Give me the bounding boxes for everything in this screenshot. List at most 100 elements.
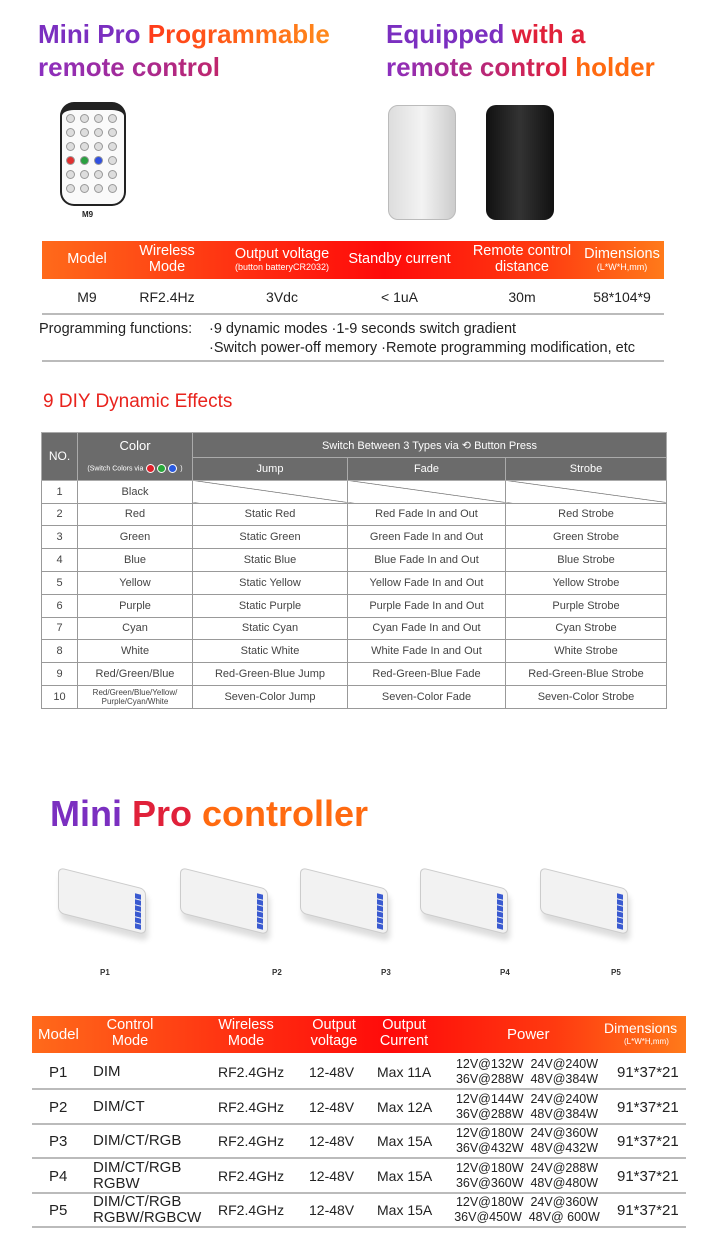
header-label: Wireless Mode — [139, 243, 195, 275]
row-fade: Purple Fade In and Out — [347, 593, 506, 618]
remote-spec-value: < 1uA — [381, 289, 418, 306]
cell-control: DIM — [93, 1063, 121, 1080]
effects-title: 9 DIY Dynamic Effects — [43, 391, 233, 412]
row-divider — [32, 1088, 686, 1090]
power-line: 36V@288W 48V@384W — [455, 1072, 599, 1086]
title-remote-control-2: remote control — [386, 52, 569, 82]
remote-button-icon — [108, 114, 117, 123]
controller-label: P1 — [100, 968, 110, 977]
row-strobe — [505, 479, 667, 504]
terminal-icon — [135, 923, 141, 930]
header-label: Output voltage — [234, 246, 330, 263]
header-label: Model — [67, 251, 107, 268]
controller-image — [540, 867, 628, 935]
power-line: 12V@180W 24V@360W — [455, 1126, 599, 1140]
color-sub-end: ) — [180, 465, 183, 473]
remote-image — [60, 102, 126, 206]
row-strobe: Purple Strobe — [505, 593, 667, 618]
row-strobe: Green Strobe — [505, 525, 667, 550]
header-color: Color — [77, 432, 193, 458]
hdr-dim-sub: (L*W*H,mm) — [624, 1037, 669, 1046]
row-color: Yellow — [77, 570, 193, 595]
cell-dim: 91*37*21 — [617, 1202, 679, 1219]
title-mini-pro: Mini Pro — [38, 19, 141, 49]
controller-label: P2 — [272, 968, 282, 977]
title-controller: controller — [202, 793, 369, 834]
remote-spec-value: M9 — [77, 289, 97, 306]
remote-button-icon — [94, 128, 103, 137]
controller-row: P4 DIM/CT/RGB RGBW RF2.4GHz 12-48V Max 15A 12… — [32, 1159, 686, 1194]
remote-spec-header-cell: Wireless Mode — [122, 241, 212, 279]
row-strobe: Red-Green-Blue Strobe — [505, 662, 667, 686]
row-jump — [192, 479, 348, 504]
row-fade — [347, 479, 506, 504]
remote-spec-header-cell: Remote control distance — [462, 241, 582, 279]
power-line: 36V@288W 48V@384W — [455, 1106, 599, 1121]
remote-button-icon — [94, 142, 103, 151]
cell-control: DIM/CT/RGB RGBW/RGBCW — [93, 1193, 202, 1226]
header-label: Dimensions — [584, 246, 660, 263]
controller-image — [420, 867, 508, 935]
effects-row: 5 Yellow Static Yellow Yellow Fade In and O… — [41, 570, 667, 595]
row-fade: Green Fade In and Out — [347, 525, 506, 550]
controller-spec-header: Model Control Mode Wireless Mode Output … — [32, 1016, 686, 1053]
remote-spec-header-cell: Dimensions (L*W*H,mm) — [577, 241, 667, 279]
terminal-icon — [257, 923, 263, 930]
row-fade: Red-Green-Blue Fade — [347, 662, 506, 686]
remote-button-icon — [80, 114, 89, 123]
title-holder: holder — [575, 52, 655, 82]
header-sublabel: (button batteryCR2032) — [234, 262, 330, 273]
row-color: Purple — [77, 593, 193, 618]
remote-button-icon — [108, 142, 117, 151]
cell-wireless: RF2.4GHz — [218, 1098, 285, 1115]
cell-dim: 91*37*21 — [617, 1167, 679, 1185]
row-fade: Seven-Color Fade — [347, 684, 506, 709]
remote-button-icon — [80, 128, 89, 137]
effects-row: 7 Cyan Static Cyan Cyan Fade In and Out Cyan… — [41, 616, 667, 641]
cell-wireless: RF2.4GHz — [218, 1202, 285, 1218]
cell-power: 12V@180W 24V@360W 36V@432W 48V@432W — [452, 1126, 602, 1156]
header-switch: Switch Between 3 Types via ⟲ Button Pres… — [192, 432, 667, 458]
power-line: 12V@144W 24V@240W — [455, 1091, 599, 1106]
power-line: 12V@132W 24V@240W — [455, 1057, 599, 1071]
cell-voltage: 12-48V — [309, 1098, 355, 1115]
red-button-icon — [146, 464, 156, 474]
title-with-a: with a — [511, 19, 586, 49]
controller-title: Mini Pro controller — [50, 793, 368, 835]
header-switch-text: Switch Between 3 Types via — [321, 439, 459, 452]
remote-button-icon — [66, 170, 75, 179]
cell-power: 12V@180W 24V@288W 36V@360W 48V@480W — [452, 1161, 602, 1191]
row-fade: Blue Fade In and Out — [347, 548, 506, 572]
remote-button-icon — [94, 156, 103, 165]
programming-label: Programming functions: — [39, 321, 193, 337]
title-remote-control: remote control — [38, 51, 330, 84]
remote-spec-value: 58*104*9 — [593, 289, 651, 306]
remote-spec-header-cell: Model — [42, 241, 132, 279]
row-divider — [32, 1191, 686, 1194]
row-color: Red/Green/Blue/Yellow/ Purple/Cyan/White — [77, 684, 193, 709]
row-color: Black — [77, 479, 193, 504]
cell-power: 12V@132W 24V@240W 36V@288W 48V@384W — [452, 1057, 602, 1087]
row-color: White — [77, 639, 193, 664]
hdr-dim: Dimensions — [604, 1020, 678, 1036]
row-jump: Static White — [192, 639, 348, 664]
effects-row: 10 Red/Green/Blue/Yellow/ Purple/Cyan/Whi… — [41, 684, 667, 709]
cell-model: P4 — [49, 1167, 68, 1185]
cell-dim: 91*37*21 — [617, 1064, 679, 1081]
controller-row: P3 DIM/CT/RGB RF2.4GHz 12-48V Max 15A 12V@180… — [32, 1124, 686, 1159]
header-no: NO. — [41, 432, 78, 481]
remote-button-icon — [66, 184, 75, 193]
row-fade: Yellow Fade In and Out — [347, 570, 506, 595]
remote-spec-value: 30m — [508, 289, 536, 306]
white-holder-image — [388, 105, 456, 220]
row-no: 5 — [41, 570, 78, 595]
row-jump: Static Yellow — [192, 570, 348, 595]
effects-table: NO. Color Switch Between 3 Types via ⟲ B… — [41, 432, 667, 709]
row-strobe: White Strobe — [505, 639, 667, 664]
title-mini: Mini — [50, 793, 122, 834]
remote-button-icon — [80, 184, 89, 193]
cell-model: P5 — [49, 1202, 68, 1219]
row-jump: Static Purple — [192, 593, 348, 618]
remote-spec-header-cell: Output voltage (button batteryCR2032) — [207, 241, 357, 279]
hdr-control: Control Mode — [106, 1017, 154, 1049]
